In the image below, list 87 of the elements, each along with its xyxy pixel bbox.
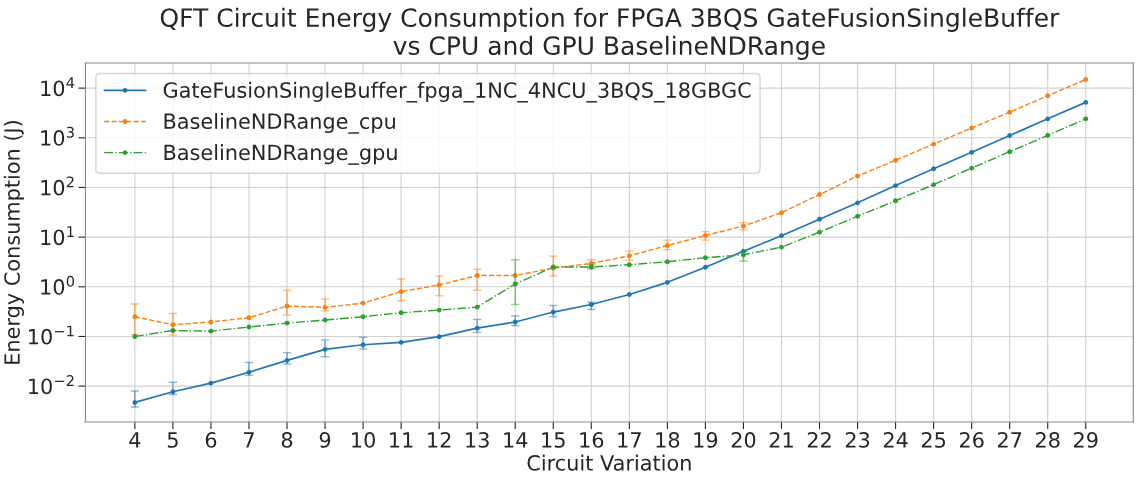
legend-label: BaselineNDRange_cpu bbox=[164, 112, 395, 134]
point bbox=[398, 289, 404, 295]
x-tick-label: 23 bbox=[845, 432, 870, 448]
point bbox=[398, 339, 404, 345]
point bbox=[817, 192, 822, 197]
point bbox=[588, 302, 594, 307]
x-tick-label: 14 bbox=[504, 432, 528, 448]
point bbox=[702, 264, 708, 270]
y-tick-label: 10$^{1}$ bbox=[41, 226, 74, 246]
point bbox=[855, 213, 860, 219]
legend-label: GateFusionSingleBuffer_fpga_1NC_4NCU_3BQS_18GBGC bbox=[163, 81, 751, 103]
x-tick-label: 12 bbox=[428, 432, 451, 448]
point bbox=[1083, 116, 1089, 122]
point bbox=[969, 149, 975, 155]
y-tick-label: 10$^{3}$ bbox=[41, 126, 74, 146]
point bbox=[474, 273, 480, 278]
point bbox=[931, 182, 937, 188]
x-tick-label: 19 bbox=[694, 432, 718, 448]
x-tick-label: 13 bbox=[466, 432, 489, 448]
x-tick-label: 5 bbox=[167, 432, 178, 448]
point bbox=[550, 309, 556, 315]
y-tick-label: 10$^{0}$ bbox=[41, 275, 75, 295]
x-tick-label: 21 bbox=[769, 432, 793, 448]
point bbox=[893, 198, 899, 204]
point bbox=[779, 233, 784, 239]
point bbox=[779, 210, 784, 216]
point bbox=[1007, 149, 1013, 155]
point bbox=[436, 334, 442, 340]
point bbox=[1045, 116, 1051, 122]
point bbox=[664, 279, 670, 285]
x-tick-label: 6 bbox=[205, 432, 217, 448]
x-tick-label: 29 bbox=[1074, 432, 1098, 448]
point bbox=[132, 399, 138, 405]
point bbox=[512, 319, 518, 325]
x-tick-label: 25 bbox=[921, 432, 946, 448]
point bbox=[741, 252, 746, 258]
point bbox=[931, 166, 937, 172]
x-tick-label: 10 bbox=[352, 432, 375, 448]
x-tick-label: 16 bbox=[580, 432, 604, 448]
x-tick-label: 4 bbox=[129, 432, 141, 448]
point bbox=[474, 325, 480, 331]
point bbox=[246, 315, 252, 321]
point bbox=[170, 389, 176, 395]
point bbox=[170, 322, 176, 328]
point bbox=[512, 273, 518, 278]
x-tick-label: 22 bbox=[807, 432, 831, 448]
point bbox=[1045, 132, 1051, 138]
point bbox=[893, 183, 899, 189]
point bbox=[1045, 93, 1051, 99]
y-tick-label: 10$^{4}$ bbox=[41, 77, 75, 97]
point bbox=[664, 243, 670, 248]
point bbox=[132, 314, 138, 320]
x-tick-label: 17 bbox=[618, 432, 641, 448]
point bbox=[626, 292, 632, 297]
x-tick-label: 7 bbox=[244, 432, 254, 448]
point bbox=[855, 200, 860, 206]
legend-label: BaselineNDRange_gpu bbox=[164, 144, 397, 165]
point bbox=[893, 157, 899, 163]
point bbox=[1083, 77, 1089, 82]
y-axis-title: Energy Consumption (J) bbox=[3, 121, 24, 364]
point bbox=[664, 259, 670, 265]
point bbox=[1083, 99, 1089, 105]
point bbox=[626, 262, 632, 268]
x-tick-label: 18 bbox=[656, 432, 680, 448]
point bbox=[702, 255, 708, 261]
y-tick-label: 10$^{−2}$ bbox=[29, 375, 74, 395]
point bbox=[398, 310, 404, 316]
y-tick-label: 10$^{2}$ bbox=[41, 176, 74, 196]
x-axis-title: Circuit Variation bbox=[527, 454, 691, 471]
x-tick-label: 24 bbox=[883, 432, 908, 448]
x-tick-label: 15 bbox=[542, 432, 565, 448]
x-tick-label: 26 bbox=[959, 432, 984, 448]
x-tick-label: 9 bbox=[319, 432, 331, 448]
x-tick-label: 20 bbox=[731, 432, 756, 448]
x-tick-label: 11 bbox=[390, 432, 413, 448]
point bbox=[969, 125, 975, 131]
x-tick-label: 28 bbox=[1036, 432, 1060, 448]
point bbox=[1007, 109, 1013, 115]
y-tick-label: 10$^{−1}$ bbox=[29, 325, 74, 345]
point bbox=[1007, 133, 1013, 138]
chart-title: QFT Circuit Energy Consumption for FPGA 3BQS GateFusionSingleBuffer vs CPU and GPU BaselineNDRange bbox=[160, 7, 1060, 60]
point bbox=[512, 281, 518, 287]
point bbox=[360, 342, 366, 348]
point bbox=[969, 165, 975, 171]
x-tick-label: 8 bbox=[281, 432, 293, 448]
point bbox=[246, 369, 252, 375]
x-tick-label: 27 bbox=[997, 432, 1022, 448]
